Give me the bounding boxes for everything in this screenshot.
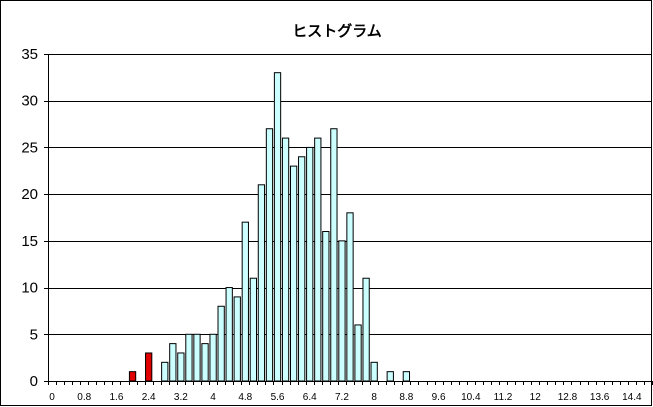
histogram-bar-44: [402, 371, 411, 382]
y-axis-ticks: 0 5 10 15 20 25 30 35: [21, 46, 38, 390]
histogram-bar-29: [281, 137, 290, 382]
axis-layer: [44, 54, 653, 385]
histogram-bar-27: [265, 128, 274, 382]
x-tick-label-12: 12: [530, 392, 542, 403]
histogram-bar-20: [209, 333, 217, 382]
x-tick-label-9.6: 9.6: [432, 392, 446, 403]
x-tick-label-6.4: 6.4: [303, 392, 317, 403]
histogram-bar-19: [201, 343, 209, 382]
histogram-bar-24: [241, 221, 249, 382]
x-tick-label-5.6: 5.6: [271, 392, 285, 403]
histogram-bar-18: [193, 333, 201, 382]
y-tick-label-10: 10: [21, 280, 38, 297]
x-tick-label-3.2: 3.2: [174, 392, 188, 403]
histogram-bar-26: [257, 184, 266, 382]
y-tick-label-35: 35: [21, 46, 38, 63]
histogram-bar-23: [233, 296, 241, 382]
histogram-bar-33: [314, 137, 322, 382]
histogram-bar-17: [185, 333, 193, 382]
x-tick-label-4.8: 4.8: [238, 392, 252, 403]
y-tick-label-25: 25: [21, 139, 38, 156]
histogram-bar-40: [370, 361, 378, 382]
y-tick-label-15: 15: [21, 233, 38, 250]
histogram-bar-32: [306, 146, 314, 382]
histogram-bar-28: [273, 72, 282, 382]
x-tick-label-8.8: 8.8: [399, 392, 413, 403]
x-tick-label-13.6: 13.6: [590, 392, 610, 403]
histogram-bar-35: [330, 128, 338, 382]
y-tick-label-0: 0: [30, 373, 38, 390]
x-tick-label-0: 0: [49, 392, 55, 403]
histogram-bar-36: [338, 240, 346, 382]
histogram-bar-16: [177, 352, 185, 382]
y-tick-label-5: 5: [30, 326, 38, 343]
x-tick-label-0.8: 0.8: [77, 392, 91, 403]
x-tick-label-1.6: 1.6: [109, 392, 123, 403]
y-tick-label-30: 30: [21, 93, 38, 110]
histogram-bar-38: [354, 324, 362, 382]
histogram-bar-37: [346, 212, 354, 382]
chart-title: ヒストグラム: [292, 22, 382, 40]
histogram-bar-39: [362, 277, 370, 382]
histogram-bar-12: [145, 352, 153, 382]
x-tick-label-4: 4: [210, 392, 216, 403]
histogram-bar-14: [161, 361, 169, 382]
x-tick-label-8: 8: [371, 392, 377, 403]
x-tick-label-7.2: 7.2: [335, 392, 349, 403]
x-axis-ticks: 0 0.8 1.6 2.4 3.2 4 4.8 5.6 6.4 7.2 8 8.8 9.6 10.4 11.…: [49, 392, 642, 403]
x-tick-label-10.4: 10.4: [461, 392, 481, 403]
y-tick-label-20: 20: [21, 186, 38, 203]
histogram-bar-21: [217, 305, 225, 382]
x-tick-label-14.4: 14.4: [622, 392, 642, 403]
x-tick-label-11.2: 11.2: [494, 392, 513, 403]
histogram-bar-31: [298, 156, 306, 382]
histogram-bar-22: [225, 287, 233, 382]
histogram-bar-42: [386, 371, 394, 382]
histogram-bar-25: [249, 277, 258, 382]
histogram-bar-30: [289, 165, 298, 382]
histogram-bar-34: [322, 231, 330, 382]
x-tick-label-2.4: 2.4: [142, 392, 156, 403]
x-tick-label-12.8: 12.8: [558, 392, 578, 403]
histogram-bar-15: [169, 343, 177, 382]
histogram-bar-10: [128, 371, 137, 382]
